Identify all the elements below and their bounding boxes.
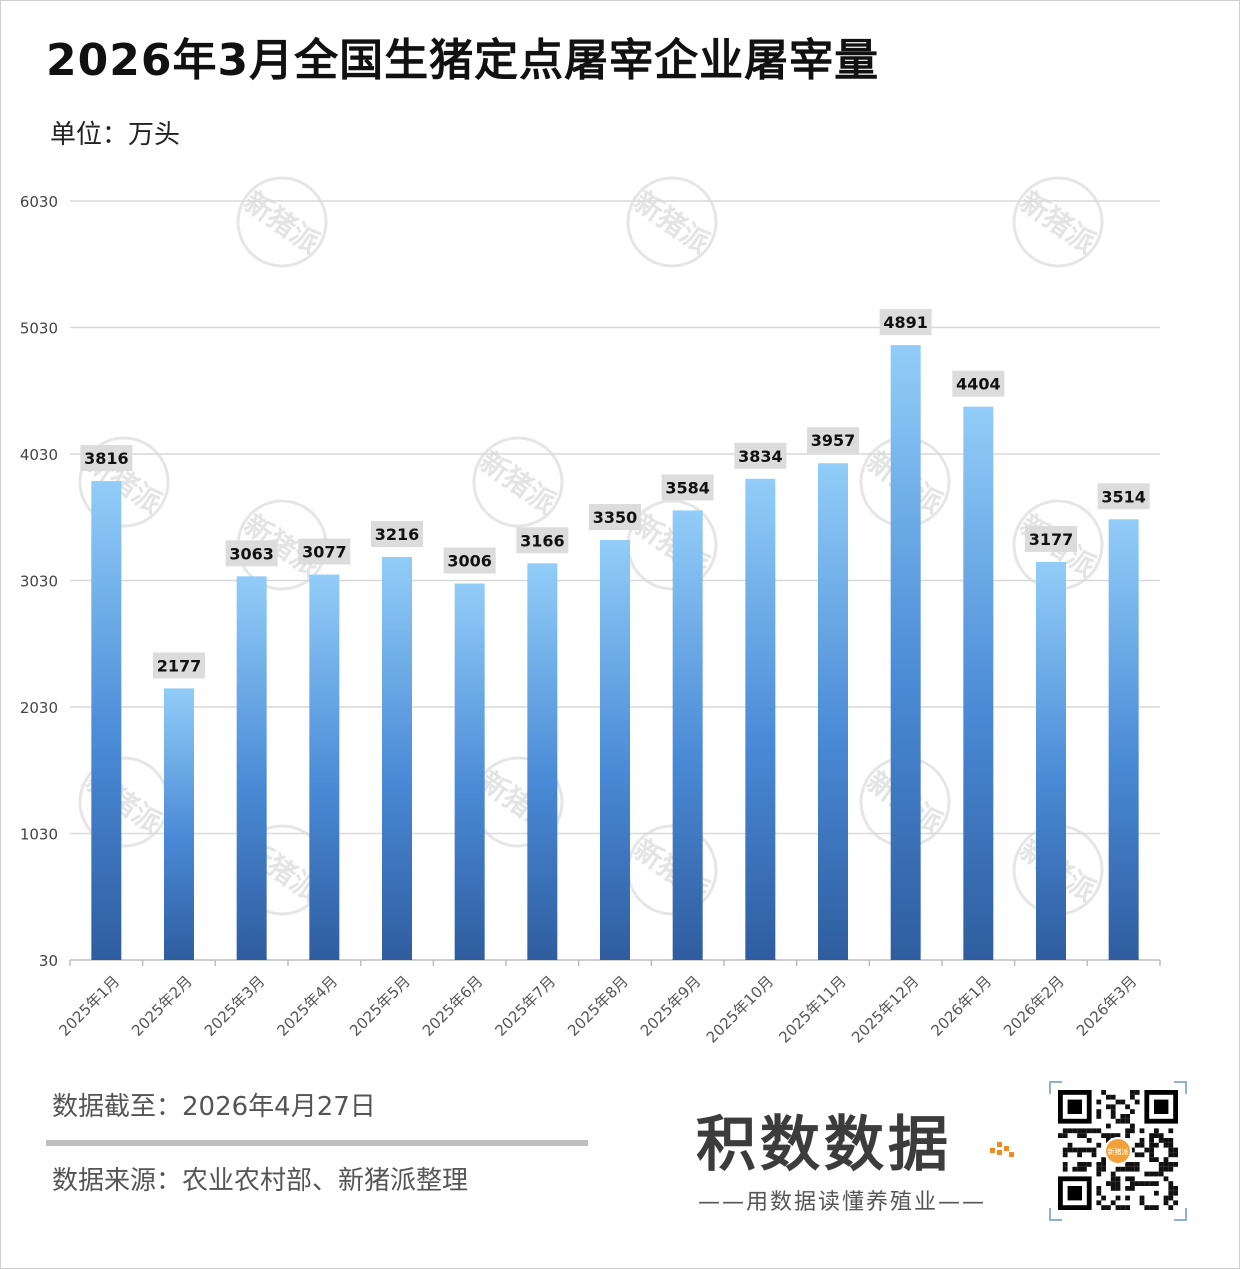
data-label: 3514 [1101,487,1146,506]
data-label-bg [298,538,351,565]
x-tick-label: 2025年3月 [201,972,269,1040]
data-label-bg [1025,525,1077,552]
bar [164,688,194,960]
data-source: 数据来源：农业农村部、新猪派整理 [52,1166,469,1196]
bar [963,406,994,961]
y-tick-label: 4030 [20,446,58,464]
data-label: 3350 [593,508,638,527]
bar [600,540,630,960]
y-tick-label: 2030 [20,699,58,717]
x-tick-label: 2025年1月 [55,972,123,1040]
data-label: 3584 [665,478,710,497]
bar [1036,561,1066,960]
x-tick-label: 2025年7月 [491,972,559,1040]
data-label-bg [807,427,859,454]
data-label: 4404 [956,375,1001,394]
data-label: 3077 [302,543,347,562]
watermark-text: 新猪派 [628,185,716,260]
x-tick-label: 2026年2月 [1000,972,1068,1040]
qr-code-icon: 新猪派 [1048,1080,1188,1222]
brand-slogan: ——用数据读懂养殖业—— [698,1190,987,1215]
data-label: 3957 [811,431,856,450]
data-label: 2177 [157,656,202,675]
watermark: 新猪派 [236,176,328,268]
bar [91,481,122,960]
data-label-bg [734,442,787,469]
data-label-bg [952,370,1005,397]
data-label: 3166 [520,531,565,550]
bar [527,563,558,960]
bar [236,576,267,960]
x-tick-label: 2025年6月 [419,972,487,1040]
data-label: 3177 [1029,530,1074,549]
y-tick-label: 6030 [20,193,58,211]
data-label: 4891 [883,313,928,332]
qr-logo-text: 新猪派 [1108,1147,1129,1156]
y-tick-label: 5030 [20,320,58,338]
y-tick-label: 3030 [20,573,58,591]
data-label: 3006 [447,552,492,571]
x-tick-label: 2025年10月 [703,972,777,1046]
watermark: 新猪派 [626,176,718,268]
data-label-bg [80,445,133,472]
data-label-bg [879,309,932,336]
data-label-bg [225,540,278,567]
y-tick-label: 30 [39,952,58,970]
data-label: 3834 [738,447,783,466]
watermark: 新猪派 [1012,176,1104,268]
bars [91,345,1139,961]
x-tick-label: 2025年11月 [775,972,849,1046]
bar-chart: 新猪派新猪派新猪派新猪派新猪派新猪派新猪派新猪派新猪派新猪派新猪派新猪派新猪派新… [20,176,1161,1047]
page-title: 2026年3月全国生猪定点屠宰企业屠宰量 [46,35,880,86]
watermark: 新猪派 [472,436,564,528]
data-label-bg [1097,483,1150,510]
brand-logo: 积数数据 [696,1110,952,1180]
y-tick-label: 1030 [20,826,58,844]
bar [1108,519,1139,960]
bar [745,478,776,960]
bar [454,583,485,960]
watermark-text: 新猪派 [1014,185,1102,260]
data-label: 3816 [84,449,129,468]
bar [309,574,340,960]
x-axis-ticks: 2025年1月 2025年2月 2025年3月 2025年4月 2025年5月 2025年… [55,960,1161,1047]
bar [890,345,921,960]
y-axis-ticks: 30 1030 2030 3030 4030 5030 6030 [20,193,58,970]
x-tick-label: 2026年3月 [1073,972,1141,1040]
data-label-bg [371,520,423,547]
watermark: 新猪派 [626,499,718,591]
data-labels: 3816 2177 3063 3077 3216 3006 3166 3350 3584 3834… [80,309,1150,679]
brand-dots-icon [990,1138,1014,1158]
data-label: 3216 [375,525,420,544]
x-tick-label: 2025年12月 [848,972,922,1046]
data-label-bg [443,547,496,574]
x-tick-label: 2026年1月 [927,972,995,1040]
watermark-text: 新猪派 [238,185,326,260]
bar [382,556,412,960]
x-tick-label: 2025年8月 [564,972,632,1040]
data-label-bg [516,527,569,554]
data-label-bg [661,474,714,501]
watermark: 新猪派 [626,824,718,916]
data-label-bg [589,504,641,531]
bar [818,463,848,960]
bar [672,510,703,960]
data-cutoff-date: 数据截至：2026年4月27日 [52,1092,376,1122]
data-label-bg [153,652,205,679]
x-tick-label: 2025年2月 [128,972,196,1040]
data-label: 3063 [229,544,274,563]
watermark-text: 新猪派 [474,445,562,520]
footer-divider [46,1140,588,1146]
x-tick-label: 2025年9月 [637,972,705,1040]
x-tick-label: 2025年5月 [346,972,414,1040]
x-tick-label: 2025年4月 [273,972,341,1040]
unit-label: 单位：万头 [50,120,181,150]
